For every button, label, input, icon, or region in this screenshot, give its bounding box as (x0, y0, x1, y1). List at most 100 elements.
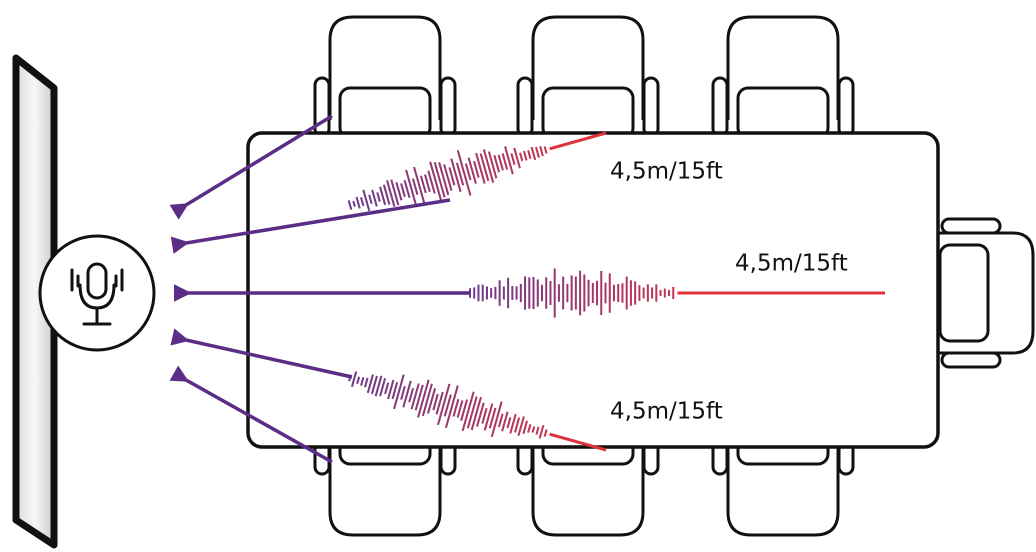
wave-bar (443, 164, 453, 191)
wave-bar (488, 407, 497, 429)
wave-bar (517, 416, 525, 437)
wave-bar (506, 417, 512, 429)
wave-bar (482, 149, 495, 183)
wave-bar (366, 374, 374, 394)
chair-arm (439, 76, 457, 138)
chair (516, 15, 660, 140)
wave-bar (356, 376, 361, 385)
wave-bar (460, 399, 469, 421)
chair-arm (313, 76, 331, 138)
chair-arm (940, 217, 1002, 235)
wave-bar (413, 166, 426, 205)
wave-bar (514, 417, 521, 433)
wave-bar (411, 178, 419, 195)
wave-bar (487, 151, 498, 179)
wave-bar (352, 200, 356, 208)
wave-bar (433, 161, 446, 198)
screen (12, 54, 58, 549)
wave-bar (408, 387, 415, 403)
wave-bar (475, 152, 486, 184)
wave-bar (456, 400, 464, 418)
wave-bar (527, 424, 532, 433)
wave-bar (417, 379, 430, 418)
wave-bar (405, 169, 418, 206)
microphone-icon (70, 262, 124, 326)
wave-bar (483, 403, 494, 431)
wave-bar (543, 429, 548, 437)
wave-bar (379, 186, 387, 206)
wave-bar (370, 375, 378, 395)
chair-seat (736, 86, 830, 140)
wave-bar (479, 153, 490, 182)
wave-bar (509, 413, 517, 434)
wave-bar (530, 146, 537, 161)
wave-bar (360, 377, 365, 386)
wave-bar (360, 196, 365, 207)
wave-bar (513, 147, 521, 169)
wave-bar (429, 161, 442, 201)
chair (313, 15, 457, 140)
wave-bar (497, 154, 504, 171)
wave-bar (395, 181, 403, 201)
wave-bar (490, 401, 503, 438)
wave-bar (386, 180, 396, 207)
arrows (169, 114, 470, 464)
distance-label: 4,5m/15ft (610, 159, 723, 185)
wave-bar (519, 152, 524, 162)
chair-arm (837, 76, 855, 138)
wave-bar (476, 402, 485, 427)
wave-bar (400, 183, 406, 198)
chair-arm (940, 351, 1002, 369)
wave-bar (443, 394, 452, 417)
wave-bar (531, 426, 536, 433)
wave-bar (402, 380, 412, 408)
wave-bar (432, 393, 439, 411)
chair-arm (711, 76, 729, 138)
wave-bar (410, 383, 420, 410)
wave-bar (470, 396, 482, 431)
wave-bar (400, 385, 406, 400)
wave-tail (549, 432, 607, 452)
wave-bar (382, 184, 391, 205)
wave-bar (393, 374, 405, 410)
wave-bar (497, 413, 504, 428)
wave-bar (355, 196, 361, 209)
wave-bar (455, 162, 465, 186)
wave-bar (403, 179, 411, 198)
chair-seat (541, 86, 635, 140)
waveforms (347, 131, 885, 452)
wave-bar (387, 379, 395, 400)
wave-bar (467, 157, 477, 184)
wave-bar (448, 167, 456, 186)
wave-bar (535, 426, 540, 435)
wave-bar (501, 411, 509, 432)
wave-bar (527, 150, 532, 160)
wave-bar (391, 382, 399, 400)
distance-label: 4,5m/15ft (610, 399, 723, 425)
wave-bar (543, 146, 548, 154)
wave-bar (450, 158, 462, 193)
wave-bar (456, 149, 472, 196)
wave-bar (504, 146, 514, 175)
wave-bar (427, 388, 436, 414)
wave-bar (473, 161, 480, 178)
chair-arm (642, 76, 660, 138)
wave-bar (436, 383, 451, 426)
wave-bar (384, 382, 390, 395)
wave-bar (424, 174, 431, 193)
wave-bar (421, 383, 433, 417)
wave-bar (371, 189, 378, 207)
wave-tail (549, 131, 607, 151)
wave-bar (427, 170, 436, 194)
microphone-circle (38, 234, 156, 352)
wave-bar (534, 146, 540, 158)
wave-bar (444, 385, 459, 429)
wave-bar (364, 377, 369, 388)
wave-bar (350, 371, 358, 388)
wave-bar (538, 424, 545, 439)
wave-bar (461, 391, 475, 432)
chair-seat (938, 243, 990, 343)
wave-bar (466, 396, 478, 429)
